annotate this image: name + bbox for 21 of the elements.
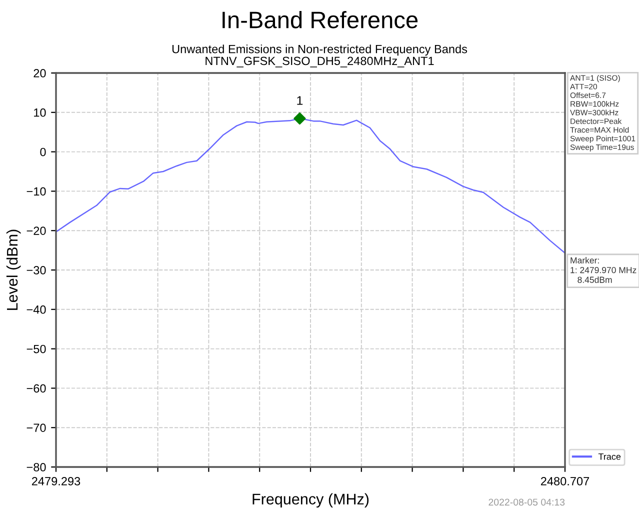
x-tick-label: 2480.707 [540,477,590,486]
y-tick-label: 20 [34,69,46,78]
chart-title: In-Band Reference [222,10,418,28]
text: Marker: 1: 2479.970 MHz 8.45dBm [570,257,636,283]
text: 2022-08-05 04:13 [488,498,565,506]
y-tick-label: 10 [34,108,46,117]
y-tick-label: −60 [26,384,46,393]
y-tick-label: 0 [40,148,46,156]
y-tick-label: −50 [26,344,46,354]
chart-subtitle: Unwanted Emissions in Non-restricted Frequency Bands NTNV_GFSK_SISO_DH5_2480MHz_ANT1 [172,44,468,68]
y-tick-label: −30 [26,266,46,274]
y-tick-label: −70 [26,424,46,432]
x-tick-label: 2479.293 [32,477,80,486]
legend-label: Trace [598,454,621,460]
y-tick-label: −10 [26,187,46,196]
y-tick-label: −20 [26,226,46,235]
y-tick-label: −80 [26,463,46,472]
annotation: 1 [297,96,303,105]
y-axis-title: Level (dBm) [6,230,21,310]
y-tick-label: −40 [26,305,46,314]
x-axis-title: Frequency (MHz) [252,493,369,508]
